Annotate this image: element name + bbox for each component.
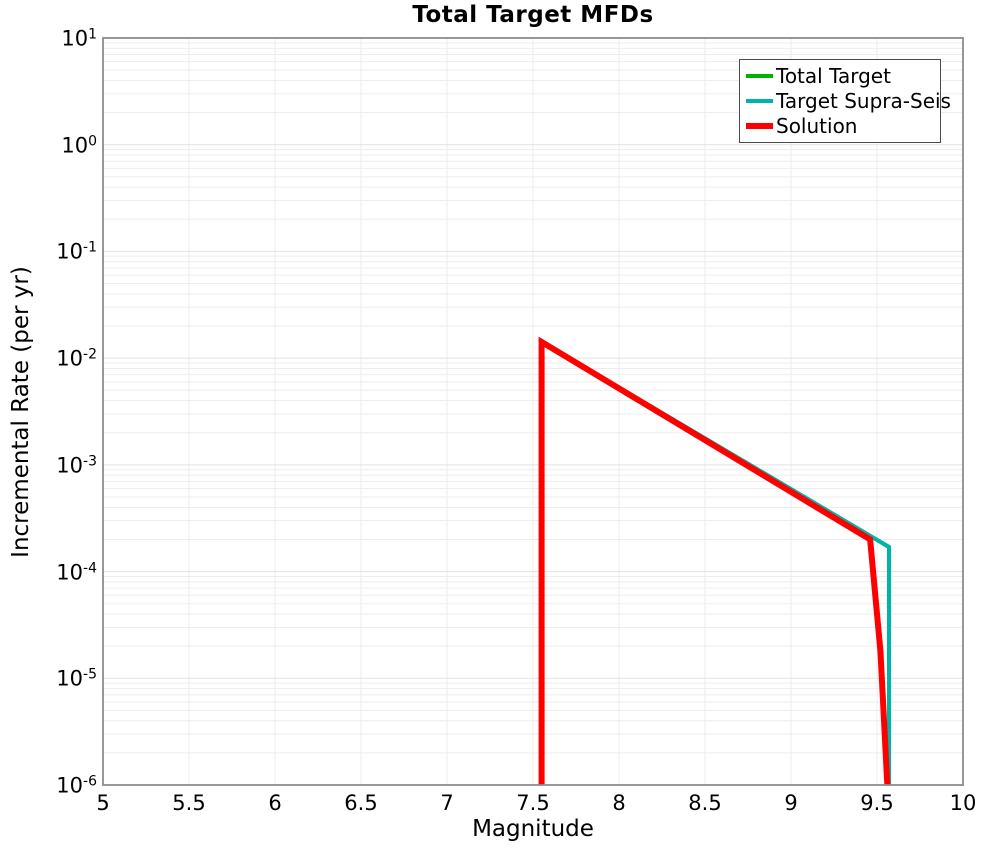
x-axis-label: Magnitude xyxy=(472,816,594,842)
legend-swatch xyxy=(746,98,773,103)
y-tick-label: 101 xyxy=(61,26,97,51)
y-tick-label: 100 xyxy=(61,133,97,158)
x-tick-label: 5.5 xyxy=(172,791,206,815)
legend-label: Solution xyxy=(776,114,858,139)
x-tick-label: 7.5 xyxy=(516,791,550,815)
series-solution xyxy=(538,336,891,786)
x-tick-label: 5 xyxy=(96,791,110,815)
series-target-supra-seis xyxy=(539,338,892,785)
series-total-target xyxy=(539,338,892,785)
legend-item-total-target: Total Target xyxy=(746,63,936,88)
legend-label: Total Target xyxy=(776,63,891,88)
legend-swatch xyxy=(746,123,773,130)
legend: Total Target Target Supra-Seis Solution xyxy=(739,59,951,143)
chart-title: Total Target MFDs xyxy=(412,2,654,28)
x-tick-label: 6.5 xyxy=(344,791,378,815)
x-tick-label: 8 xyxy=(612,791,626,815)
y-tick-label: 10-3 xyxy=(56,453,97,478)
y-tick-label: 10-2 xyxy=(56,346,97,371)
y-tick-label: 10-5 xyxy=(56,666,97,691)
y-tick-label: 10-4 xyxy=(56,560,97,585)
legend-item-solution: Solution xyxy=(746,114,936,139)
x-tick-label: 9 xyxy=(784,791,798,815)
y-tick-label: 10-6 xyxy=(56,773,97,798)
y-tick-label: 10-1 xyxy=(56,239,97,264)
x-tick-label: 10 xyxy=(949,791,977,815)
x-tick-label: 9.5 xyxy=(860,791,894,815)
y-axis-label: Incremental Rate (per yr) xyxy=(8,266,34,558)
legend-label: Target Supra-Seis xyxy=(776,88,951,113)
x-tick-label: 6 xyxy=(268,791,282,815)
axes-frame xyxy=(102,37,964,786)
legend-item-target-supra-seis: Target Supra-Seis xyxy=(746,88,951,113)
x-tick-label: 8.5 xyxy=(688,791,722,815)
x-tick-label: 7 xyxy=(440,791,454,815)
legend-swatch xyxy=(746,73,773,78)
